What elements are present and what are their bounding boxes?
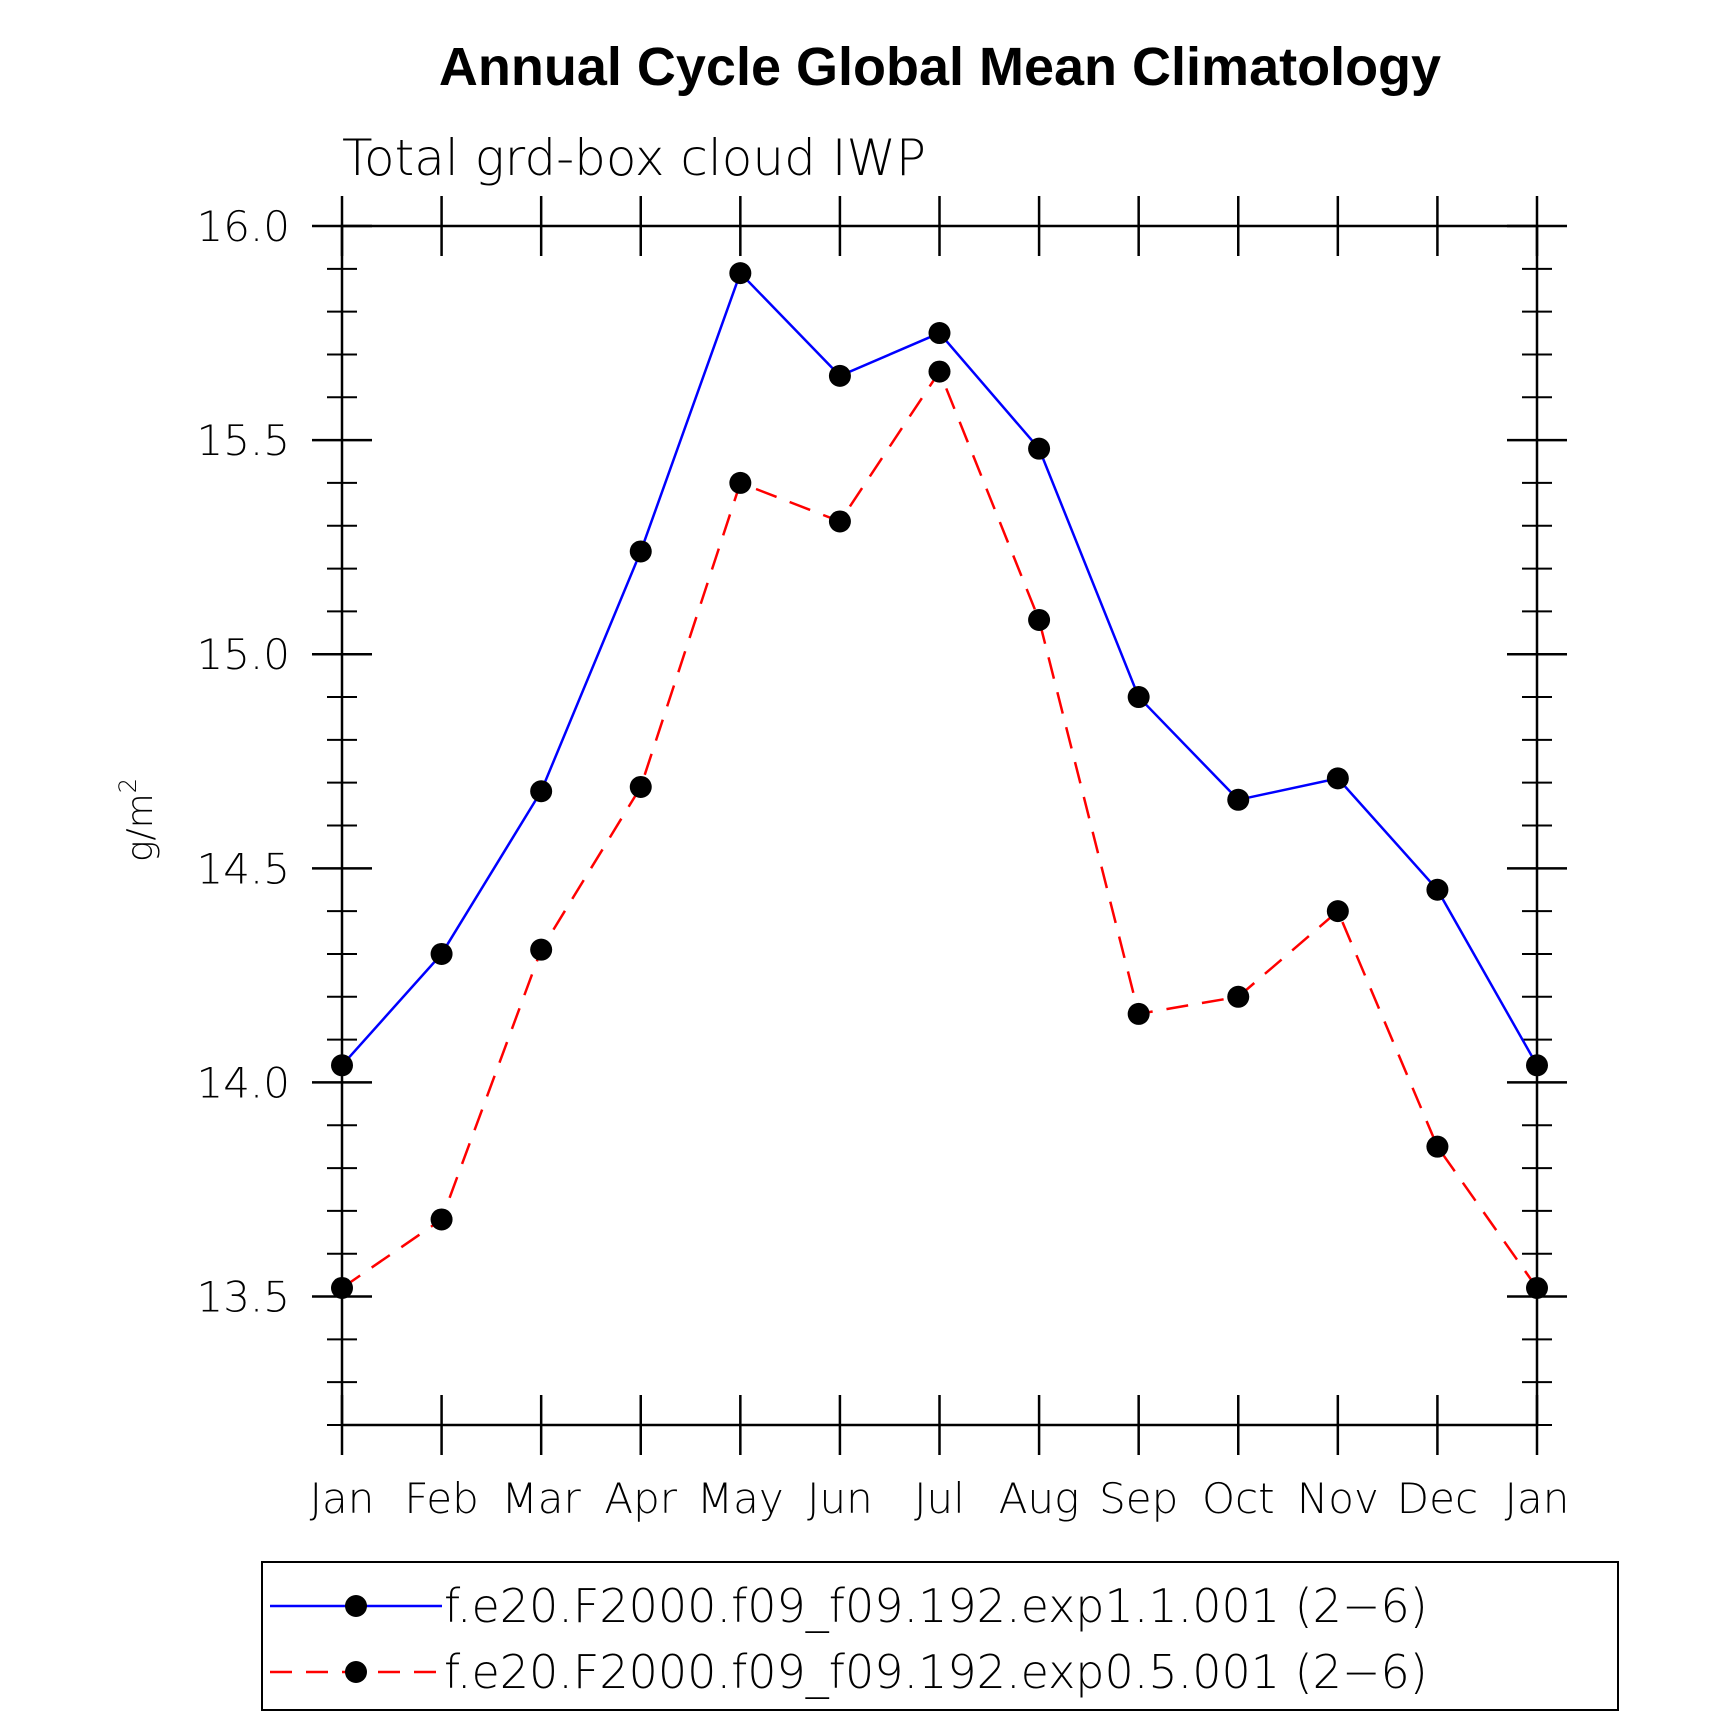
data-point-series-2: [331, 1276, 353, 1299]
x-tick-label: Mar: [502, 1474, 582, 1523]
x-tick-label: Dec: [1397, 1474, 1478, 1523]
x-tick-label: Jan: [310, 1474, 375, 1523]
legend: f.e20.F2000.f09_f09.192.exp1.1.001 (2−6)…: [261, 1561, 1619, 1711]
data-point-series-2: [729, 471, 752, 494]
data-point-series-1: [331, 1054, 353, 1077]
x-tick-label: May: [697, 1474, 784, 1523]
y-axis-label-unit: g/m: [120, 793, 161, 862]
data-point-series-1: [430, 942, 453, 965]
plot-area: Jan Feb Mar Apr May Jun Jul Aug Sep Oct Nov Dec Jan 1…: [196, 196, 1569, 1523]
y-tick-label: 15.0: [196, 630, 290, 679]
chart-title: Annual Cycle Global Mean Climatology: [439, 37, 1441, 97]
legend-label-1: f.e20.F2000.f09_f09.192.exp1.1.001 (2−6): [444, 1579, 1428, 1633]
data-point-series-1: [629, 540, 652, 563]
data-point-series-1: [1127, 686, 1150, 709]
data-point-series-2: [430, 1208, 453, 1231]
data-point-series-2: [828, 510, 851, 533]
chart-subtitle: Total grd-box cloud IWP: [342, 129, 926, 187]
x-tick-label: Jun: [807, 1474, 873, 1523]
data-point-series-1: [530, 780, 553, 803]
data-point-series-2: [629, 775, 652, 798]
data-point-series-1: [1326, 767, 1349, 790]
legend-marker-2: [345, 1661, 367, 1683]
data-point-series-2: [1127, 1002, 1150, 1025]
data-point-series-1: [1227, 788, 1250, 811]
data-point-series-2: [1526, 1276, 1548, 1299]
y-axis-label-text: g/m2: [114, 778, 161, 862]
data-point-series-1: [1426, 878, 1449, 901]
series-line-2: [341, 368, 1539, 1290]
x-tick-label: Aug: [999, 1474, 1080, 1523]
legend-box: [261, 1561, 1619, 1711]
legend-label-2: f.e20.F2000.f09_f09.192.exp0.5.001 (2−6): [444, 1645, 1428, 1699]
y-tick-label: 15.5: [196, 416, 290, 465]
data-point-series-1: [1526, 1054, 1548, 1077]
x-tick-label: Jan: [1505, 1474, 1570, 1523]
x-tick-label: Nov: [1297, 1474, 1379, 1523]
y-tick-label: 14.0: [196, 1058, 290, 1107]
y-tick-label: 16.0: [196, 202, 290, 251]
data-point-series-2: [530, 938, 553, 961]
y-tick-label: 14.5: [196, 844, 290, 893]
y-axis-label: g/m2: [114, 778, 161, 862]
data-point-series-2: [1227, 985, 1250, 1008]
y-axis-label-superscript: 2: [114, 778, 142, 793]
data-point-series-2: [928, 360, 951, 383]
data-point-series-2: [1028, 608, 1051, 631]
data-point-series-2: [1426, 1135, 1449, 1158]
data-point-series-1: [828, 364, 851, 387]
x-tick-label: Apr: [604, 1474, 677, 1523]
x-tick-label: Sep: [1099, 1474, 1178, 1523]
legend-marker-1: [345, 1595, 367, 1617]
data-point-series-1: [1028, 437, 1051, 460]
x-tick-label: Feb: [404, 1474, 478, 1523]
data-point-series-2: [1326, 900, 1349, 923]
data-point-series-1: [928, 322, 951, 345]
x-tick-label: Jul: [914, 1474, 965, 1523]
series-line-1: [341, 270, 1539, 1067]
x-tick-label: Oct: [1202, 1474, 1275, 1523]
y-tick-label: 13.5: [196, 1273, 290, 1322]
data-point-series-1: [729, 262, 752, 285]
